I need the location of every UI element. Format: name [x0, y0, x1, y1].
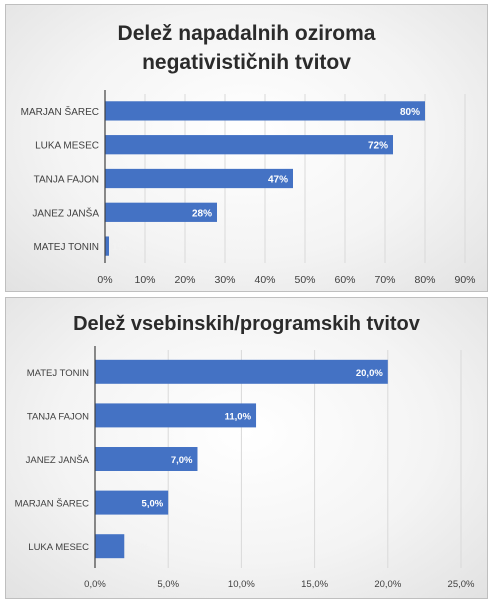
- bar: [105, 101, 425, 121]
- bar: [105, 168, 293, 189]
- x-tick-label: 20,0%: [374, 579, 401, 590]
- bar: [95, 403, 257, 428]
- category-label: MARJAN ŠAREC: [15, 499, 90, 510]
- x-tick-label: 80%: [414, 274, 435, 286]
- bar: [105, 135, 393, 155]
- x-tick-label: 15,0%: [301, 579, 328, 590]
- x-tick-label: 10%: [134, 274, 155, 286]
- chart-title-line-1: Delež napadalnih oziroma: [117, 22, 376, 45]
- chart-panel-negative: Delež napadalnih oziroma negativističnih…: [5, 4, 488, 292]
- x-tick-label: 10,0%: [228, 579, 255, 590]
- bar: [95, 359, 388, 384]
- category-label: TANJA FAJON: [27, 411, 89, 422]
- bar: [105, 236, 109, 256]
- data-label: 5,0%: [142, 499, 164, 510]
- x-tick-label: 25,0%: [448, 579, 475, 590]
- data-label: 20,0%: [356, 368, 383, 379]
- x-tick-label: 60%: [334, 274, 355, 286]
- category-label: TANJA FAJON: [34, 175, 99, 186]
- chart-plot-content: 20,0% MATEJ TONIN 11,0% TANJA FAJON 7,0% JANE…: [15, 346, 475, 590]
- category-label: MARJAN ŠAREC: [21, 105, 99, 118]
- data-label: 7,0%: [171, 455, 193, 466]
- data-label: 1%: [112, 242, 127, 253]
- x-tick-label: 5,0%: [157, 579, 179, 590]
- data-label: 2,0%: [127, 542, 149, 553]
- data-label: 72%: [368, 141, 388, 152]
- data-label: 28%: [192, 208, 212, 219]
- data-label: 80%: [400, 107, 420, 118]
- category-label: JANEZ JANŠA: [32, 206, 99, 219]
- chart-panel-content: Delež vsebinskih/programskih tvitov 20,0…: [5, 297, 488, 599]
- bar: [95, 490, 169, 515]
- category-label: MATEJ TONIN: [27, 368, 89, 379]
- category-label: MATEJ TONIN: [33, 242, 99, 253]
- chart-title: Delež napadalnih oziroma negativističnih…: [6, 19, 487, 77]
- bar: [95, 447, 198, 471]
- x-tick-label: 40%: [254, 274, 275, 286]
- x-tick-label: 30%: [214, 274, 235, 286]
- x-tick-label: 0,0%: [84, 579, 106, 590]
- x-tick-label: 70%: [374, 274, 395, 286]
- bar: [95, 534, 125, 559]
- chart-plot-negative: 80% MARJAN ŠAREC 72% LUKA MESEC 47% TANJA FAJ…: [21, 90, 476, 286]
- x-tick-label: 50%: [294, 274, 315, 286]
- x-tick-label: 20%: [174, 274, 195, 286]
- chart-title: Delež vsebinskih/programskih tvitov: [6, 310, 487, 339]
- category-label: JANEZ JANŠA: [26, 455, 90, 466]
- bar: [105, 202, 217, 222]
- x-tick-label: 90%: [454, 274, 475, 286]
- category-label: LUKA MESEC: [28, 542, 89, 553]
- chart-title-line-2: negativističnih tvitov: [142, 51, 351, 74]
- x-tick-label: 0%: [97, 274, 112, 286]
- chart-title-line-1: Delež vsebinskih/programskih tvitov: [73, 313, 420, 335]
- category-label: LUKA MESEC: [35, 141, 99, 152]
- data-label: 47%: [268, 175, 288, 186]
- data-label: 11,0%: [225, 411, 252, 422]
